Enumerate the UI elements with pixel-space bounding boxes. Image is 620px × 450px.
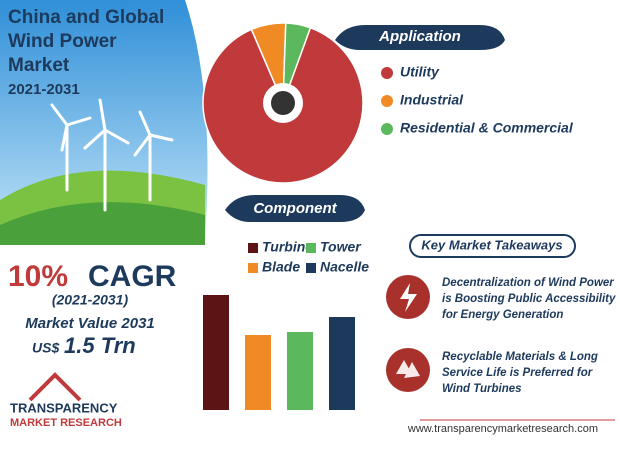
- legend-icon: [381, 95, 393, 107]
- market-value-label: Market Value 2031: [25, 315, 155, 332]
- pie-title: Application: [378, 28, 461, 45]
- bar: [329, 317, 355, 410]
- takeaways-title: Key Market Takeaways: [421, 237, 562, 252]
- bar: [203, 295, 229, 410]
- takeaway-line: Recyclable Materials & Long: [442, 351, 598, 363]
- market-value: 1.5 Trn: [64, 333, 136, 358]
- logo-line: MARKET RESEARCH: [10, 417, 122, 429]
- legend-swatch: [306, 243, 316, 253]
- bar: [245, 335, 271, 410]
- cagr-value: 10%: [8, 260, 68, 293]
- scene: [0, 0, 615, 421]
- legend-label: Residential & Commercial: [400, 120, 574, 136]
- takeaway-line: Service Life is Preferred for: [442, 367, 593, 379]
- cagr-label: CAGR: [88, 260, 177, 293]
- takeaway-line: is Boosting Public Accessibility: [442, 293, 616, 305]
- period: (2021-2031): [52, 292, 129, 308]
- takeaway-line: Wind Turbines: [442, 383, 522, 395]
- legend-label: Industrial: [400, 92, 464, 108]
- title-line: Wind Power: [8, 31, 117, 52]
- legend-label: Turbine: [262, 239, 313, 255]
- bar: [287, 332, 313, 410]
- takeaway-line: for Energy Generation: [442, 309, 563, 321]
- title-line: Market: [8, 55, 70, 76]
- bar-title: Component: [253, 200, 337, 217]
- legend-icon: [381, 67, 393, 79]
- legend-label: Nacelle: [320, 259, 369, 275]
- currency: US$: [32, 340, 59, 356]
- legend-swatch: [248, 243, 258, 253]
- legend-icon: [381, 123, 393, 135]
- title-line: China and Global: [8, 7, 164, 28]
- footer-url: www.transparencymarketresearch.com: [407, 423, 598, 435]
- pie-center: [271, 91, 295, 115]
- logo-line: TRANSPARENCY: [10, 400, 118, 415]
- pie-slice: [282, 22, 312, 104]
- legend-label: Utility: [400, 64, 440, 80]
- legend-label: Blade: [262, 259, 300, 275]
- legend-swatch: [306, 263, 316, 273]
- title-years: 2021-2031: [8, 81, 80, 98]
- legend-label: Tower: [320, 239, 362, 255]
- takeaway-line: Decentralization of Wind Power: [442, 277, 614, 289]
- legend-swatch: [248, 263, 258, 273]
